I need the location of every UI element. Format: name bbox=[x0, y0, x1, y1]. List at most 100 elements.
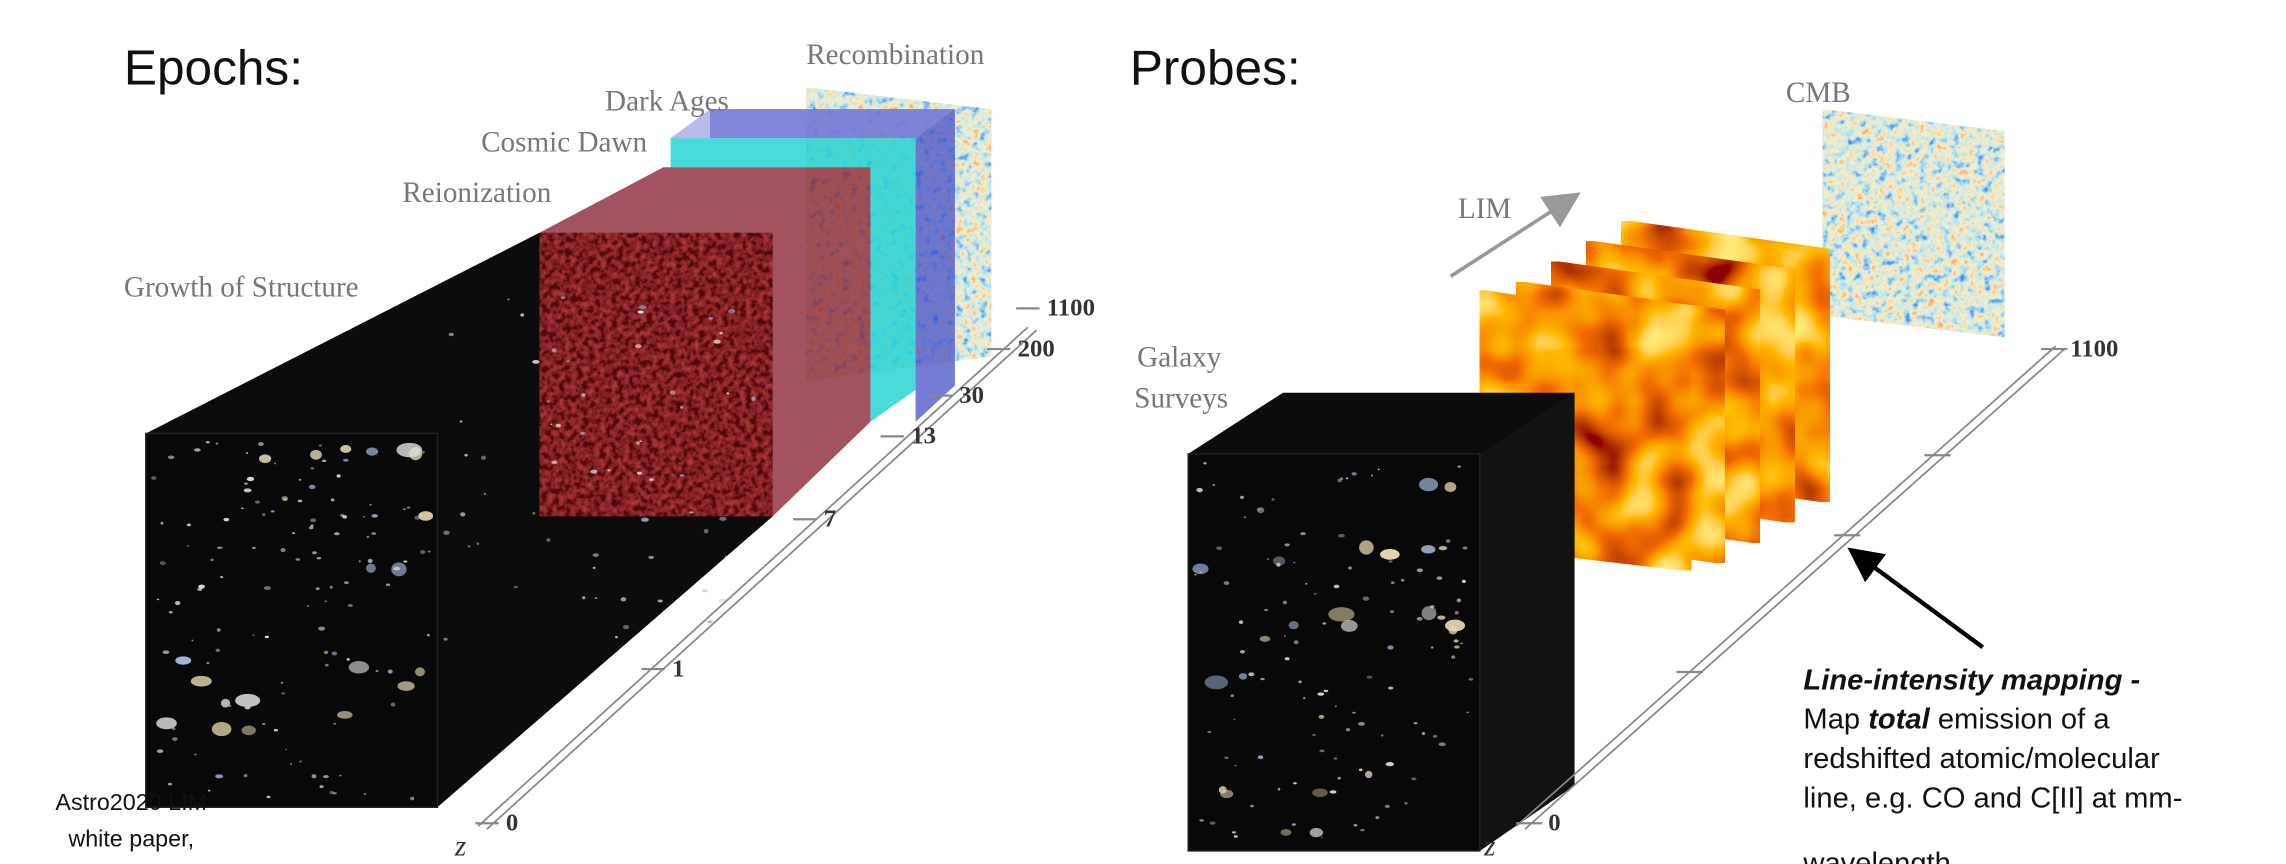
cmb-map bbox=[1822, 109, 2004, 337]
galaxy bbox=[547, 538, 551, 542]
galaxy bbox=[310, 467, 314, 469]
galaxy bbox=[299, 761, 302, 763]
galaxy bbox=[1469, 678, 1474, 680]
galaxy bbox=[312, 774, 317, 778]
galaxy bbox=[1439, 742, 1446, 746]
galaxy bbox=[1328, 607, 1354, 621]
galaxy bbox=[1421, 545, 1435, 553]
galaxy bbox=[1207, 731, 1211, 733]
galaxy bbox=[1289, 621, 1299, 629]
galaxy bbox=[1462, 580, 1466, 583]
galaxy bbox=[242, 726, 256, 736]
galaxy bbox=[244, 774, 248, 777]
galaxy bbox=[157, 599, 160, 601]
galaxy bbox=[443, 531, 449, 535]
galaxy bbox=[704, 529, 709, 533]
galaxy bbox=[1348, 566, 1352, 569]
probe-label: Galaxy bbox=[1137, 342, 1222, 374]
galaxy bbox=[593, 567, 596, 569]
galaxy bbox=[262, 723, 265, 725]
galaxy bbox=[161, 522, 164, 525]
galaxy bbox=[217, 547, 220, 549]
galaxy bbox=[550, 423, 552, 425]
galaxy bbox=[1419, 478, 1438, 491]
galaxy bbox=[208, 790, 210, 792]
galaxy bbox=[323, 775, 329, 778]
galaxy bbox=[1203, 462, 1207, 464]
axis-label: z bbox=[454, 830, 466, 862]
galaxy bbox=[1390, 610, 1394, 613]
panel-title: Probes: bbox=[1130, 40, 1301, 95]
annotation-line: Map total emission of a bbox=[1803, 704, 2110, 736]
galaxy bbox=[1243, 516, 1246, 518]
galaxy bbox=[215, 774, 223, 778]
galaxy bbox=[621, 597, 626, 601]
galaxy bbox=[366, 564, 376, 573]
galaxy bbox=[641, 518, 649, 522]
note: Astro2020 LIM bbox=[55, 789, 207, 815]
galaxy bbox=[1199, 819, 1204, 821]
galaxy bbox=[274, 729, 278, 732]
galaxy bbox=[318, 627, 325, 631]
galaxy bbox=[1239, 673, 1248, 679]
galaxy bbox=[318, 444, 322, 446]
galaxy bbox=[191, 676, 212, 687]
tick-label: 1100 bbox=[1047, 295, 1095, 322]
galaxy bbox=[333, 723, 336, 725]
galaxy bbox=[398, 681, 415, 691]
galaxy bbox=[311, 525, 314, 527]
galaxy bbox=[1240, 496, 1244, 499]
galaxy bbox=[1322, 622, 1326, 624]
galaxy bbox=[1260, 636, 1271, 642]
galaxy bbox=[407, 507, 411, 509]
galaxy bbox=[298, 500, 303, 503]
galaxy bbox=[1445, 482, 1457, 492]
galaxy bbox=[649, 478, 654, 480]
galaxy bbox=[363, 516, 365, 518]
galaxy bbox=[1466, 711, 1469, 713]
galaxy bbox=[561, 297, 566, 299]
galaxy bbox=[1284, 635, 1286, 637]
galaxy bbox=[280, 548, 285, 552]
galaxy bbox=[151, 476, 156, 480]
galaxy bbox=[728, 309, 735, 313]
tick-label: 200 bbox=[1018, 335, 1055, 362]
galaxy bbox=[1346, 728, 1350, 731]
galaxy bbox=[368, 559, 373, 563]
galaxy bbox=[169, 611, 173, 614]
galaxy bbox=[1234, 835, 1238, 838]
galaxy bbox=[567, 360, 570, 362]
probe-label: Surveys bbox=[1134, 382, 1228, 414]
galaxy bbox=[1293, 782, 1297, 784]
tick-label: 0 bbox=[1548, 810, 1560, 837]
galaxy bbox=[481, 456, 486, 460]
galaxy bbox=[1283, 601, 1287, 605]
galaxy bbox=[408, 452, 411, 454]
galaxy bbox=[552, 348, 557, 352]
galaxy bbox=[520, 313, 524, 316]
galaxy bbox=[168, 783, 172, 786]
figure: Epochs: Recombination Dark Ages Cosmic D… bbox=[0, 0, 2286, 864]
galaxy bbox=[192, 640, 194, 642]
galaxy bbox=[290, 763, 292, 764]
galaxy bbox=[1431, 646, 1434, 648]
annotation-heading: Line-intensity mapping - bbox=[1803, 664, 2140, 696]
galaxy bbox=[1334, 585, 1340, 589]
galaxy bbox=[197, 588, 202, 591]
galaxy bbox=[1219, 786, 1227, 793]
galaxy bbox=[194, 448, 201, 451]
galaxy bbox=[246, 452, 248, 454]
galaxy bbox=[532, 512, 535, 515]
galaxy bbox=[262, 513, 265, 516]
galaxy bbox=[1451, 655, 1455, 658]
galaxy bbox=[1258, 755, 1263, 759]
galaxy bbox=[194, 754, 197, 756]
galaxy bbox=[1375, 816, 1379, 819]
galaxy bbox=[1284, 543, 1289, 546]
galaxy bbox=[1365, 771, 1372, 778]
galaxy bbox=[658, 599, 663, 602]
galaxy bbox=[349, 661, 370, 674]
galaxy bbox=[348, 604, 353, 607]
galaxy bbox=[551, 461, 558, 464]
galaxy bbox=[1378, 469, 1380, 471]
